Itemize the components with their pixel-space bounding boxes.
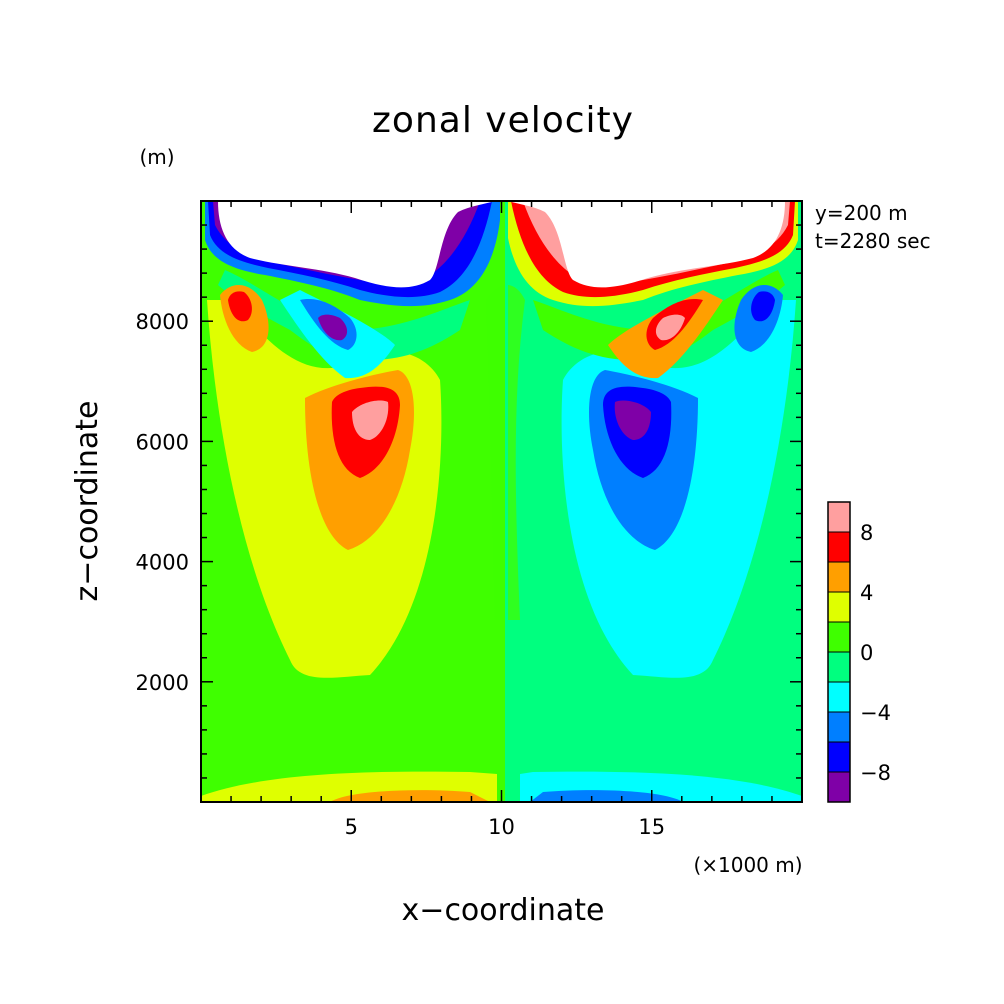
x-tick-label: 10 <box>488 815 515 839</box>
upper-left-positive-core <box>228 291 252 322</box>
colorbar-segment <box>828 622 850 652</box>
colorbar-segment <box>828 772 850 802</box>
bottom-surface-bands <box>201 771 802 802</box>
central-divide-line <box>505 201 508 802</box>
right-negative-cell <box>561 300 796 678</box>
x-tick-label: 15 <box>638 815 665 839</box>
colorbar-tick-label: 0 <box>860 641 873 665</box>
colorbar-segment <box>828 742 850 772</box>
undefined-region-left <box>218 201 495 288</box>
colorbar-tick-label: −8 <box>860 761 891 785</box>
contour-plot-area <box>201 201 802 802</box>
colorbar-segment <box>828 562 850 592</box>
x-tick-label: 5 <box>345 815 358 839</box>
colorbar-segment <box>828 532 850 562</box>
info-t-label: t=2280 sec <box>815 229 931 253</box>
chart-title: zonal velocity <box>372 100 634 141</box>
colorbar-tick-label: 4 <box>860 581 873 605</box>
y-tick-label: 2000 <box>136 671 189 695</box>
contour-8-10-left-core <box>352 400 389 440</box>
colorbar: −8 −4 0 4 8 <box>827 501 891 803</box>
upper-left-negative-core <box>318 314 348 341</box>
x-axis-title: x−coordinate <box>402 893 605 928</box>
y-tick-label: 8000 <box>136 310 189 334</box>
colorbar-segment <box>828 652 850 682</box>
central-column <box>486 201 525 802</box>
undefined-top-region <box>218 201 785 288</box>
colorbar-tick-label: −4 <box>860 701 891 725</box>
upper-right-transition-band <box>533 270 785 361</box>
colorbar-segment <box>828 682 850 712</box>
y-tick-label: 6000 <box>136 430 189 454</box>
upper-right-positive-core <box>655 314 685 341</box>
undefined-region-right <box>508 201 785 288</box>
info-y-label: y=200 m <box>815 201 908 225</box>
y-axis-title: z−coordinate <box>70 401 105 602</box>
x-unit-label: (×1000 m) <box>693 853 802 877</box>
axis-tick-labels: 5 10 15 2000 4000 6000 8000 <box>136 310 666 839</box>
y-unit-label: (m) <box>139 145 174 169</box>
left-positive-cell <box>207 300 442 678</box>
upper-left-transition-band <box>218 270 470 361</box>
colorbar-segment <box>828 502 850 532</box>
colorbar-segment <box>828 592 850 622</box>
y-tick-label: 4000 <box>136 551 189 575</box>
upper-right-negative-core <box>751 291 775 322</box>
colorbar-segment <box>828 712 850 742</box>
axis-ticks <box>201 201 802 802</box>
bottom-right-negative-core <box>530 790 683 802</box>
colorbar-tick-label: 8 <box>860 521 873 545</box>
bottom-left-positive-core <box>330 790 490 802</box>
contour-m8-m10-right-core <box>614 400 651 440</box>
